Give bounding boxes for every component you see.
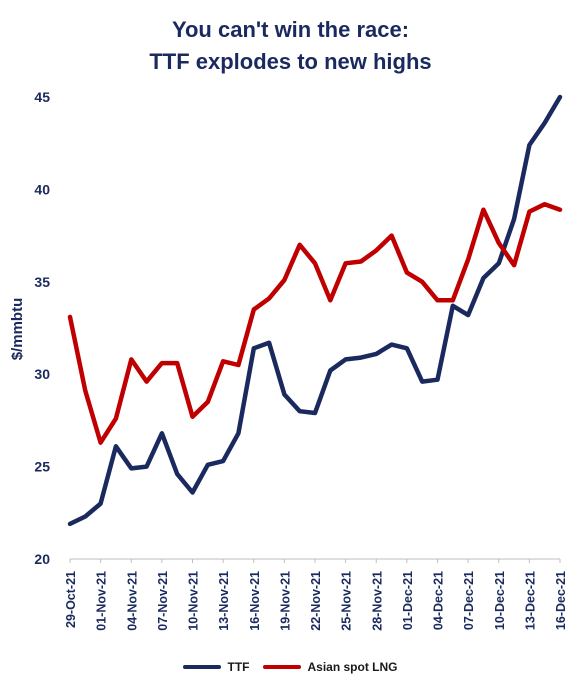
y-tick-label: 45	[34, 89, 50, 105]
legend-item-ttf: TTF	[183, 660, 249, 674]
x-tick-label: 07-Dec-21	[462, 571, 476, 630]
x-tick-label: 10-Dec-21	[493, 571, 507, 630]
legend-label-asian-lng: Asian spot LNG	[307, 660, 398, 674]
legend-item-asian-lng: Asian spot LNG	[263, 660, 398, 674]
y-tick-label: 30	[34, 366, 50, 382]
y-tick-label: 35	[34, 274, 50, 290]
x-tick-label: 19-Nov-21	[278, 571, 292, 631]
y-tick-label: 40	[34, 181, 50, 197]
x-tick-label: 29-Oct-21	[64, 571, 78, 628]
y-tick-label: 20	[34, 551, 50, 567]
x-tick-labels: 29-Oct-21 01-Nov-21 04-Nov-21 07-Nov-21 10-N…	[64, 559, 568, 631]
chart-series	[67, 94, 563, 527]
x-tick-label: 01-Dec-21	[401, 571, 415, 630]
legend-label-ttf: TTF	[227, 660, 250, 674]
series-line-asian-lng	[67, 201, 563, 445]
x-tick-label: 10-Nov-21	[187, 571, 201, 631]
y-tick-labels: 20 25 30 35 40 45	[34, 89, 50, 567]
chart-title: You can't win the race: TTF explodes to …	[0, 14, 581, 78]
x-tick-label: 16-Nov-21	[248, 571, 262, 631]
chart-legend: TTF Asian spot LNG	[0, 660, 581, 674]
chart-title-line-2: TTF explodes to new highs	[149, 49, 432, 74]
x-tick-label: 28-Nov-21	[370, 571, 384, 631]
x-tick-label: 01-Nov-21	[95, 571, 109, 631]
series-line-ttf	[67, 94, 563, 527]
x-tick-label: 16-Dec-21	[554, 571, 568, 630]
legend-swatch-asian-lng	[263, 665, 302, 669]
x-tick-label: 04-Dec-21	[432, 571, 446, 630]
chart-title-line-1: You can't win the race:	[171, 17, 410, 42]
x-tick-label: 13-Nov-21	[217, 571, 231, 631]
y-axis-label: $/mmbtu	[9, 298, 26, 361]
y-tick-label: 25	[34, 459, 50, 475]
x-tick-label: 25-Nov-21	[340, 571, 354, 631]
x-tick-label: 22-Nov-21	[309, 571, 323, 631]
x-tick-label: 07-Nov-21	[156, 571, 170, 631]
x-tick-label: 13-Dec-21	[523, 571, 537, 630]
legend-swatch-ttf	[183, 665, 222, 669]
x-tick-label: 04-Nov-21	[125, 571, 139, 631]
